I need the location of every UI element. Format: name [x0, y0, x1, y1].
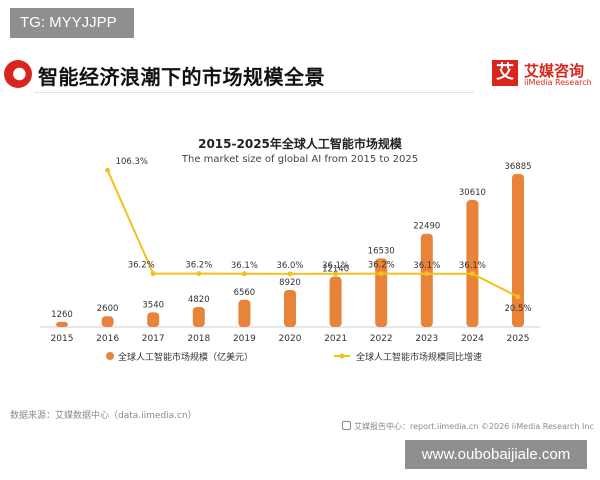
x-tick-2021: 2021: [324, 334, 347, 344]
market-size-chart: 2015-2025年全球人工智能市场规模 The market size of …: [40, 136, 540, 363]
logo-mark: 艾: [492, 60, 518, 86]
growth-point-2022: [378, 271, 384, 277]
legend-label-growth-rate: 全球人工智能市场规模同比增速: [356, 351, 482, 363]
growth-label-2017: 36.2%: [128, 261, 155, 271]
bar-label-2018: 4820: [188, 295, 210, 305]
data-source-note: 数据来源：艾媒数据中心（data.iimedia.cn）: [10, 411, 197, 421]
bar-label-2024: 30610: [459, 188, 486, 198]
bar-2019: [238, 299, 251, 327]
bar-label-2022: 16530: [368, 246, 395, 256]
growth-label-2020: 36.0%: [276, 261, 303, 271]
bar-value-labels: 1260 2600 3540 4820 6560 8920 12140 16530 22490 3…: [51, 162, 531, 320]
telegram-tag: TG: MYYJJPP: [10, 8, 134, 38]
x-tick-2025: 2025: [507, 334, 530, 344]
bar-series: [56, 174, 524, 327]
growth-label-2022: 36.2%: [368, 261, 395, 271]
chart-subtitle: The market size of global AI from 2015 t…: [181, 154, 418, 165]
growth-point-2019: [241, 271, 247, 277]
bar-label-2021: 12140: [322, 265, 349, 275]
growth-label-2023: 36.1%: [413, 261, 440, 271]
bar-label-2017: 3540: [142, 300, 164, 310]
legend-swatch-dot: [339, 353, 345, 359]
legend-label-market-size: 全球人工智能市场规模（亿美元）: [118, 351, 253, 363]
bar-2016: [101, 316, 114, 327]
bar-2025: [512, 174, 524, 327]
legend-item-growth-rate: 全球人工智能市场规模同比增速: [334, 351, 482, 363]
legend-swatch-bar: [106, 352, 114, 360]
report-center-text: 艾媒报告中心：report.iimedia.cn ©2026 iiMedia R…: [354, 422, 594, 431]
bar-label-2023: 22490: [413, 222, 440, 232]
growth-point-2023: [424, 271, 430, 277]
bar-2021: [329, 276, 342, 327]
bar-2024: [466, 200, 479, 327]
bar-2018: [192, 307, 205, 327]
section-header: 智能经济浪潮下的市场规模全景: [0, 56, 600, 96]
chart-title: 2015-2025年全球人工智能市场规模: [198, 136, 403, 151]
header-divider: [34, 92, 474, 93]
growth-label-2024: 36.1%: [459, 261, 486, 271]
bar-2020: [284, 289, 296, 327]
x-tick-2015: 2015: [51, 334, 74, 344]
bar-2022: [375, 258, 388, 327]
bar-2017: [147, 312, 160, 327]
growth-line-series: 106.3% 36.2% 36.2% 36.1% 36.0% 36.1% 36.2% 36.1…: [105, 157, 532, 314]
bar-2015: [56, 321, 68, 327]
growth-point-2025: [515, 294, 521, 300]
bar-label-2020: 8920: [279, 278, 301, 288]
growth-point-2016: [105, 167, 111, 173]
chart-legend: 全球人工智能市场规模（亿美元） 全球人工智能市场规模同比增速: [106, 351, 482, 363]
x-tick-2020: 2020: [279, 334, 302, 344]
growth-point-2018: [196, 271, 202, 277]
report-center-note: 艾媒报告中心：report.iimedia.cn ©2026 iiMedia R…: [342, 421, 594, 432]
x-tick-2023: 2023: [415, 334, 438, 344]
brand-logo: 艾 艾媒咨询 iiMedia Research: [492, 58, 596, 90]
x-tick-2019: 2019: [233, 334, 256, 344]
growth-point-2017: [150, 271, 156, 277]
logo-name-en: iiMedia Research: [524, 78, 592, 87]
report-icon: [342, 421, 351, 430]
growth-line: [106, 169, 519, 298]
growth-point-2024: [469, 271, 475, 277]
target-icon: [4, 60, 32, 88]
bar-label-2015: 1260: [51, 310, 73, 320]
logo-name-cn: 艾媒咨询: [524, 62, 585, 80]
x-tick-2017: 2017: [142, 334, 165, 344]
growth-label-2018: 36.2%: [185, 261, 212, 271]
growth-label-2021: 36.1%: [322, 261, 349, 271]
bar-2023: [420, 233, 433, 327]
growth-point-2020: [287, 271, 293, 277]
growth-label-2016: 106.3%: [116, 157, 148, 167]
growth-label-2019: 36.1%: [231, 261, 258, 271]
bar-label-2025: 36885: [504, 162, 531, 172]
bar-label-2016: 2600: [97, 304, 119, 314]
legend-item-market-size: 全球人工智能市场规模（亿美元）: [106, 351, 253, 363]
growth-label-2025: 20.5%: [504, 304, 531, 314]
page-title: 智能经济浪潮下的市场规模全景: [38, 65, 325, 89]
x-axis-ticks: 2015 2016 2017 2018 2019 2020 2021 2022 2023 2024…: [51, 334, 530, 344]
x-tick-2024: 2024: [461, 334, 484, 344]
bar-label-2019: 6560: [234, 288, 256, 298]
x-tick-2018: 2018: [187, 334, 210, 344]
x-tick-2022: 2022: [370, 334, 393, 344]
website-watermark: www.oubobaijiale.com: [405, 440, 587, 469]
growth-point-2021: [333, 271, 339, 277]
x-tick-2016: 2016: [96, 334, 119, 344]
